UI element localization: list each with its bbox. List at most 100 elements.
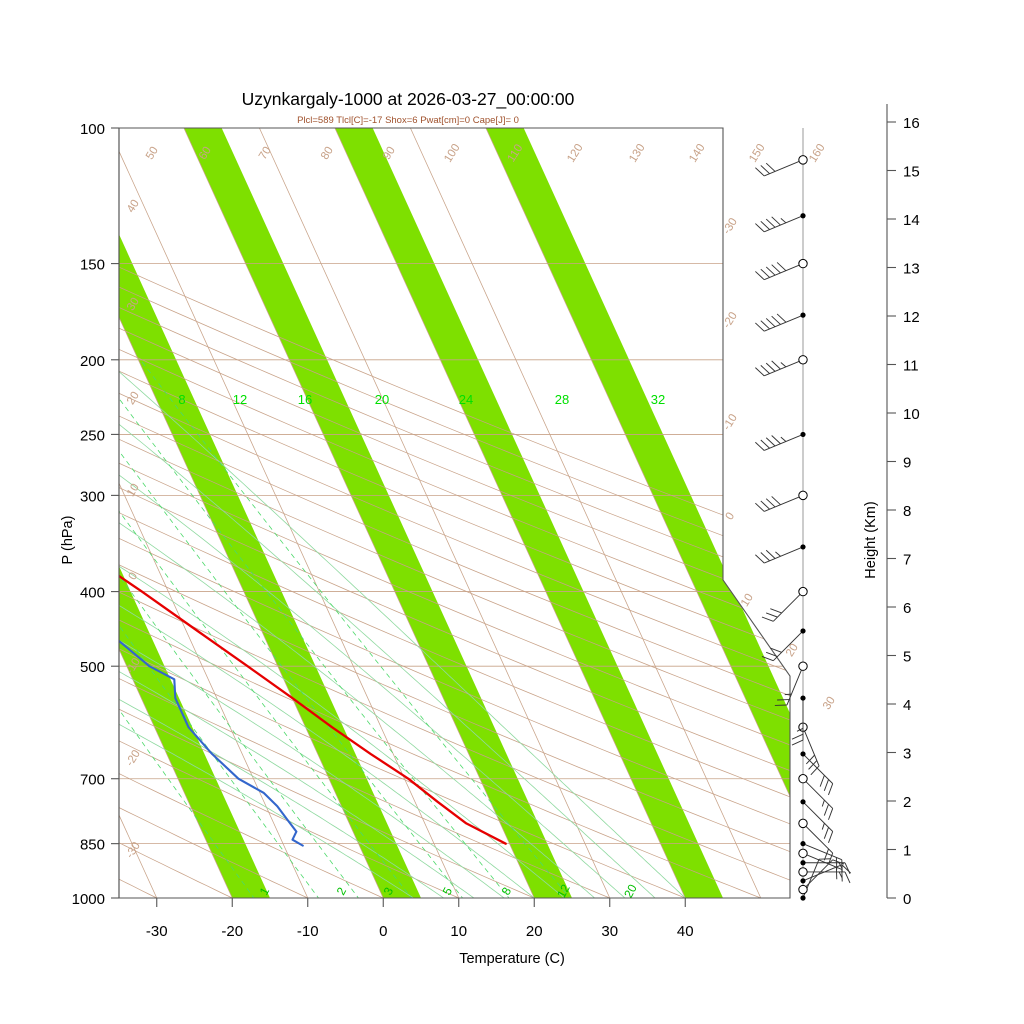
temperature-curve <box>119 187 507 845</box>
moist-adiabat-labels: 8 12 16 20 24 28 32 <box>178 392 665 407</box>
dry-adiabat-label-top: 50 <box>144 145 161 162</box>
indices-subtitle: Plcl=589 Tlcl[C]=-17 Shox=6 Pwat[cm]=0 C… <box>297 115 519 126</box>
height-tick-label: 15 <box>903 164 920 181</box>
wind-level-marker <box>800 751 806 757</box>
dry-adiabat-label-right: 30 <box>821 695 838 712</box>
y-tick-label: 1000 <box>72 891 105 908</box>
pressure-axis: 100 150 200 250 300 400 500 700 850 1000 <box>72 121 120 908</box>
height-tick-label: 3 <box>903 746 911 763</box>
dry-adiabat-label-left: 10 <box>125 482 142 499</box>
wind-barb <box>802 753 834 796</box>
x-tick-label: 20 <box>526 923 543 940</box>
sounding-curves <box>119 187 507 847</box>
wind-level-marker <box>800 895 806 901</box>
x-tick-label: 40 <box>677 923 694 940</box>
wind-level-marker <box>800 312 806 318</box>
dry-adiabat-label-top: 70 <box>257 145 274 162</box>
wind-level-marker <box>800 841 806 847</box>
height-tick-label: 12 <box>903 309 920 326</box>
wind-level-marker <box>798 490 808 501</box>
y-axis-label: P (hPa) <box>60 516 76 565</box>
height-tick-label: 4 <box>903 697 911 714</box>
x-tick-label: 0 <box>379 923 387 940</box>
wind-level-marker <box>798 884 808 895</box>
wind-barb <box>755 313 804 332</box>
y-tick-label: 250 <box>80 427 105 444</box>
y-tick-label: 500 <box>80 659 105 676</box>
wind-level-marker <box>798 661 808 671</box>
y-tick-label: 700 <box>80 772 105 789</box>
wind-level-marker <box>800 431 806 438</box>
wind-level-marker <box>800 544 806 550</box>
height-tick-label: 13 <box>903 261 920 278</box>
wind-level-marker <box>800 213 806 219</box>
page-title: Uzynkargaly-1000 at 2026-03-27_00:00:00 <box>242 89 575 110</box>
wind-level-marker <box>798 774 808 784</box>
wind-level-marker <box>800 799 806 805</box>
height-tick-label: 11 <box>903 358 919 375</box>
dewpoint-curve <box>119 187 304 847</box>
wind-barb <box>802 801 834 843</box>
wind-level-marker <box>800 860 806 866</box>
dry-adiabat-label-top: 90 <box>381 145 398 162</box>
wind-barb <box>802 726 820 776</box>
dry-adiabat-label-left: 40 <box>125 198 142 215</box>
height-tick-label: 10 <box>903 406 920 423</box>
moist-adiabat-label: 16 <box>298 392 312 407</box>
x-tick-label: 30 <box>601 923 618 940</box>
wind-level-marker <box>800 695 806 701</box>
height-tick-label: 0 <box>903 891 911 908</box>
y-tick-label: 200 <box>80 353 105 370</box>
wind-level-marker <box>798 258 808 269</box>
wind-level-marker <box>798 867 808 877</box>
y2-axis-label: Height (Km) <box>863 501 879 578</box>
x-tick-label: -20 <box>221 923 243 940</box>
temperature-axis: -30 -20 -10 0 10 20 30 40 <box>119 897 790 940</box>
wind-barb <box>755 433 804 451</box>
wind-barb <box>755 359 804 377</box>
height-tick-label: 1 <box>903 843 911 860</box>
x-tick-label: 10 <box>450 923 467 940</box>
dry-adiabat-label-left: 0 <box>127 571 141 583</box>
moist-adiabat-label: 20 <box>375 392 389 407</box>
moist-adiabat-label: 28 <box>555 392 569 407</box>
wind-barb <box>755 215 804 233</box>
wind-barb <box>761 630 804 662</box>
wind-level-marker <box>798 818 808 829</box>
height-tick-label: 5 <box>903 649 911 666</box>
wind-level-marker <box>800 628 806 634</box>
wind-barb <box>755 159 804 177</box>
dry-adiabat-labels: 50 60 70 80 90 100 110 120 130 140 150 160403020100… <box>124 142 838 861</box>
wind-barb <box>755 546 804 564</box>
wind-level-marker <box>798 848 808 859</box>
wind-barb <box>755 262 804 281</box>
y-tick-label: 850 <box>80 837 105 854</box>
height-tick-label: 8 <box>903 503 911 520</box>
dry-adiabat-lines <box>119 128 790 898</box>
height-tick-label: 9 <box>903 455 911 472</box>
wind-level-marker <box>798 355 808 365</box>
moist-adiabat-label: 24 <box>459 392 473 407</box>
height-tick-label: 2 <box>903 794 911 811</box>
dry-adiabat-label-right: 10 <box>739 592 756 609</box>
shaded-bands <box>119 128 790 898</box>
x-axis-label: Temperature (C) <box>459 951 565 967</box>
dry-adiabat-label-left: 30 <box>125 296 142 313</box>
wind-level-marker <box>798 586 808 597</box>
height-tick-label: 14 <box>903 212 920 229</box>
y-tick-label: 300 <box>80 488 105 505</box>
wind-barb <box>761 591 804 622</box>
wind-barb <box>802 778 834 820</box>
y-tick-label: 100 <box>80 121 105 138</box>
mixing-ratio-lines <box>119 359 584 898</box>
wind-barb <box>774 666 804 706</box>
wind-barb <box>791 698 804 746</box>
y-tick-label: 150 <box>80 257 105 274</box>
wind-barb <box>802 823 834 865</box>
moist-adiabat-label: 12 <box>233 392 247 407</box>
dry-adiabat-label-right: 0 <box>724 511 738 523</box>
moist-adiabat-label: 32 <box>651 392 665 407</box>
